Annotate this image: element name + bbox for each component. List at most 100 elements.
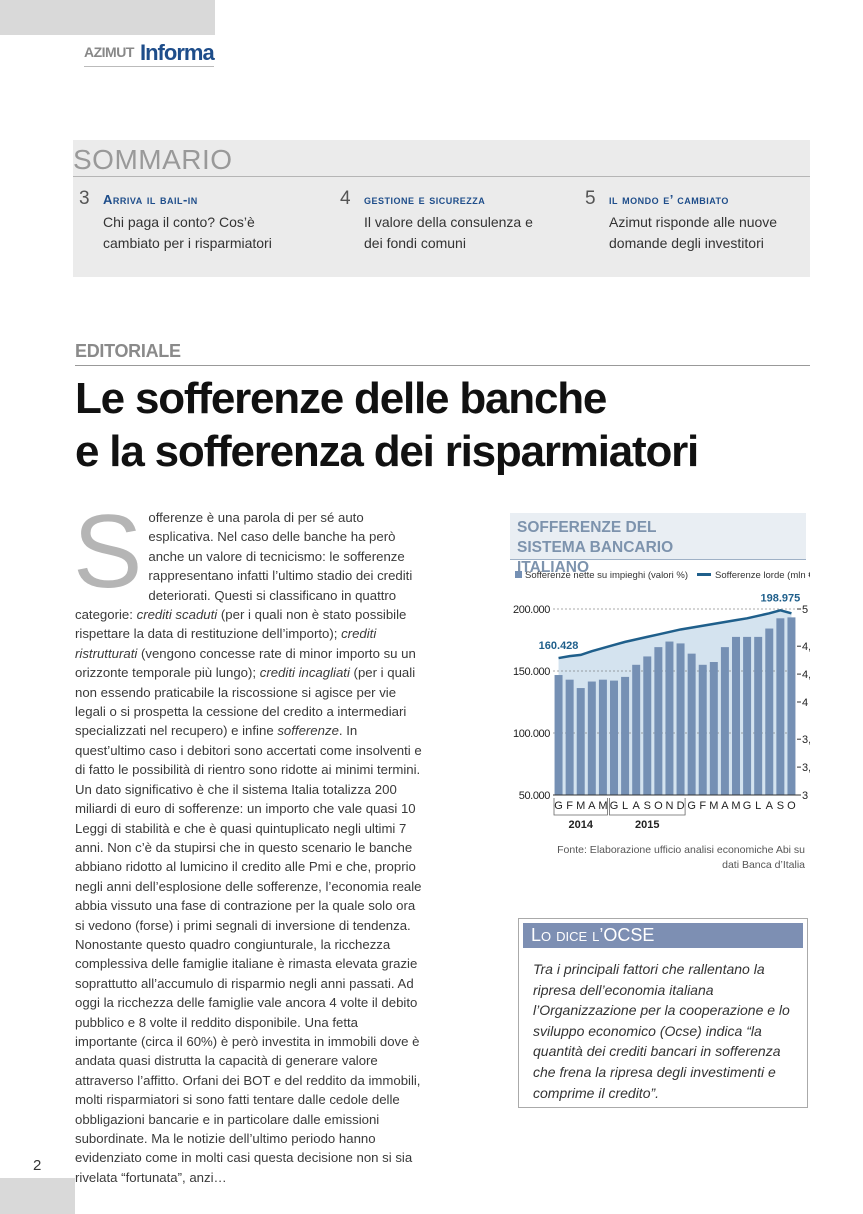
x-tick-label: M	[731, 800, 740, 812]
legend-label: Sofferenze lorde (mln €)	[715, 570, 810, 581]
chart-source: Fonte: Elaborazione ufficio analisi econ…	[557, 844, 805, 871]
y2-tick-label: 3,3	[802, 762, 810, 774]
brand: AZIMUT	[84, 44, 134, 60]
data-label: 160.428	[539, 640, 579, 652]
headline: e la sofferenza dei risparmiatori	[75, 427, 699, 476]
bar	[787, 617, 796, 795]
y2-tick-label: 4,3	[802, 669, 810, 681]
line	[558, 608, 792, 660]
data-label: 198.975	[760, 592, 800, 604]
bar	[598, 679, 607, 795]
y2-tick-label: 4	[802, 697, 808, 709]
x-tick-label: A	[766, 800, 774, 812]
x-tick-label: L	[755, 800, 761, 812]
body-text: . In quest’ultimo caso i debitori sono a…	[75, 723, 422, 1185]
item-text: Azimut risponde alle nuove domande degli…	[609, 214, 778, 251]
x-tick-label: G	[743, 800, 752, 812]
y2-tick-label: 3	[802, 790, 808, 802]
bar	[643, 656, 652, 795]
x-tick-label: D	[677, 800, 685, 812]
bar	[665, 641, 674, 795]
y2-tick-label: 3,6	[802, 734, 810, 746]
section-rule	[75, 365, 810, 366]
page-number: 2	[33, 1157, 42, 1174]
chart-title: SOFFERENZE DEL SISTEMA BANCARIO ITALIANO	[517, 519, 674, 576]
body-text: crediti ristrutturati	[75, 626, 377, 661]
x-tick-label: N	[665, 800, 673, 812]
bar	[698, 664, 707, 795]
bar	[743, 636, 752, 795]
bar	[687, 653, 696, 795]
item-title: gestione e sicurezza	[364, 192, 486, 207]
x-tick-label: L	[622, 800, 628, 812]
x-tick-label: S	[644, 800, 651, 812]
item-number: 3	[79, 188, 90, 209]
body-text: (vengono concesse rate di minor importo …	[75, 645, 416, 681]
group-bracket	[553, 798, 608, 816]
item-number: 5	[585, 188, 596, 209]
x-tick-label: A	[588, 800, 596, 812]
bar	[621, 676, 630, 795]
corner-block	[0, 0, 215, 35]
y-tick-label: 100.000	[513, 728, 550, 740]
bar	[776, 618, 785, 795]
bar	[554, 675, 563, 795]
body-text: offerenze è una parola di per sé auto es…	[75, 510, 413, 623]
x-tick-label: O	[787, 800, 796, 812]
x-group-label: 2015	[635, 819, 659, 831]
x-tick-label: S	[777, 800, 784, 812]
body-text: crediti scaduti	[136, 607, 218, 623]
body-text: (per i quali non essendo praticabile la …	[75, 665, 416, 739]
y-tick-label: 200.000	[513, 604, 550, 616]
bar	[765, 628, 774, 795]
summary-rule	[73, 176, 810, 177]
summary-title: SOMMARIO	[73, 144, 233, 175]
bar	[676, 643, 685, 795]
headline: Le sofferenze delle banche	[75, 374, 607, 423]
bar	[565, 679, 574, 795]
sidebar-header: Lo dice l’OCSE	[523, 923, 803, 948]
x-tick-label: A	[633, 800, 641, 812]
bar	[576, 688, 585, 795]
bar	[754, 636, 763, 795]
bar	[732, 636, 740, 795]
section-label: EDITORIALE	[75, 341, 181, 361]
drop-cap: S	[73, 494, 143, 610]
x-tick-label: G	[554, 800, 563, 812]
item-number: 4	[340, 188, 351, 209]
y-tick-label: 50.000	[519, 790, 551, 802]
bar	[610, 680, 618, 795]
bar	[632, 664, 641, 795]
x-tick-label: M	[598, 800, 607, 812]
bar	[720, 647, 729, 795]
item-title: Arriva il bail-in	[103, 192, 198, 207]
chart-header: SOFFERENZE DEL SISTEMA BANCARIO ITALIANO	[510, 513, 806, 576]
item-text: Chi paga il conto? Cos’è cambiato per i …	[103, 214, 272, 251]
sidebar-title: Lo dice l’OCSE	[531, 925, 655, 945]
bar	[709, 662, 718, 795]
corner-block	[0, 1178, 75, 1214]
body-text: crediti incagliati	[259, 665, 350, 681]
sidebar-text: Tra i principali fattori che rallentano …	[533, 961, 790, 1101]
x-tick-label: O	[654, 800, 663, 812]
summary-box: SOMMARIO 3 Arriva il bail-in Chi paga il…	[73, 140, 810, 277]
legend-label: Sofferenze nette su impieghi (valori %)	[525, 570, 688, 581]
y-tick-label: 150.000	[513, 666, 550, 678]
x-tick-label: G	[610, 800, 619, 812]
bar	[587, 681, 596, 795]
x-group-label: 2014	[568, 819, 593, 831]
item-text: Il valore della consulenza e dei fondi c…	[364, 214, 533, 251]
group-bracket	[609, 798, 686, 816]
sidebar-box: Lo dice l’OCSE Tra i principali fattori …	[518, 918, 808, 1108]
legend-swatch	[515, 571, 522, 578]
x-tick-label: F	[566, 800, 573, 812]
body-text: (per i quali non è stato possibile rispe…	[75, 607, 407, 642]
y2-tick-label: 4,6	[802, 641, 810, 653]
x-tick-label: M	[709, 800, 718, 812]
publication-title: Informa	[140, 40, 215, 65]
x-tick-label: F	[699, 800, 706, 812]
bar	[654, 647, 663, 795]
x-tick-label: G	[687, 800, 696, 812]
